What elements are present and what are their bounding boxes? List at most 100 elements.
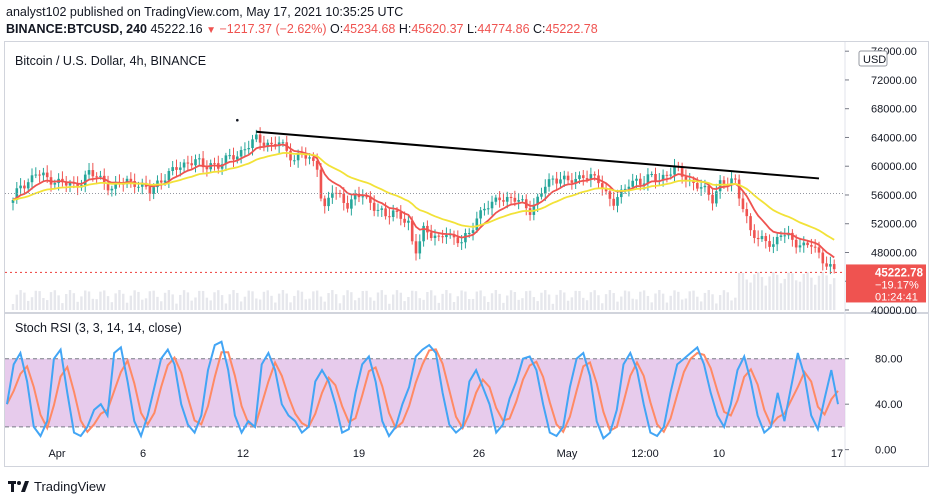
candle-body: [327, 197, 330, 207]
volume-bar: [353, 300, 357, 310]
candle-body: [619, 189, 623, 198]
candle-body: [696, 182, 699, 189]
volume-bar: [684, 298, 688, 310]
volume-bar: [631, 298, 634, 310]
candle-body: [775, 236, 779, 245]
chart-frame[interactable]: 76000.00 72000.00 68000.00 64000.00 60000.00…: [4, 41, 929, 467]
candle-body: [255, 134, 258, 140]
volume-bar: [639, 291, 642, 310]
candle-body: [194, 159, 197, 166]
volume-bar: [228, 294, 231, 310]
volume-bar: [775, 274, 779, 310]
volume-bar: [471, 298, 475, 310]
candle-body: [703, 185, 707, 188]
candle-body: [293, 160, 296, 162]
volume-bar: [692, 290, 695, 310]
volume-bar: [601, 303, 604, 310]
candle-body: [623, 188, 627, 190]
volume-bar: [832, 278, 836, 310]
candle-body: [388, 216, 391, 218]
price-tick-label: 60000.00: [871, 161, 917, 173]
volume-bar: [654, 293, 657, 310]
volume-bar: [711, 294, 714, 310]
volume-bar: [737, 272, 741, 310]
price-badge: [846, 264, 926, 303]
candle-body: [30, 175, 34, 183]
candle-body: [521, 199, 524, 201]
time-tick-label: Apr: [48, 448, 65, 460]
volume-bar: [125, 302, 129, 310]
volume-bar: [236, 292, 239, 310]
candle-body: [760, 236, 764, 240]
candle-body: [334, 192, 338, 194]
candle-body: [654, 174, 657, 182]
candle-body: [631, 180, 635, 187]
volume-bar: [813, 284, 817, 310]
volume-bar: [114, 293, 117, 310]
high-label: H:: [398, 22, 412, 36]
volume-bar: [642, 290, 646, 310]
candle-body: [228, 155, 232, 157]
candle-body: [243, 149, 247, 151]
candle-body: [38, 174, 41, 176]
volume-bar: [464, 291, 467, 310]
candle-body: [407, 220, 410, 223]
candle-body: [813, 246, 817, 248]
currency-box[interactable]: [858, 50, 888, 67]
volume-bar: [540, 292, 543, 310]
price-badge-change: −19.17%: [875, 279, 919, 291]
candle-body: [384, 208, 387, 217]
candle-body: [76, 183, 79, 188]
candle-body: [543, 186, 547, 194]
volume-bar: [122, 293, 125, 310]
ema-fast-line: [12, 143, 835, 259]
candle-body: [308, 157, 311, 159]
candle-body: [201, 158, 205, 168]
volume-bar: [315, 290, 319, 310]
volume-bar: [388, 303, 391, 310]
candle-body: [475, 218, 479, 231]
volume-bar: [99, 291, 102, 310]
volume-bar: [327, 293, 330, 310]
candle-body: [15, 188, 19, 201]
currency-label: USD: [863, 54, 886, 66]
volume-bar: [76, 301, 79, 310]
volume-bar: [547, 294, 551, 310]
candle-body: [669, 174, 673, 176]
volume-bar: [395, 290, 399, 310]
main-legend: Bitcoin / U.S. Dollar, 4h, BINANCE: [15, 54, 207, 68]
volume-bar: [27, 300, 30, 310]
volume-bar: [498, 293, 501, 310]
volume-bar: [536, 301, 539, 310]
volume-bar: [72, 293, 76, 310]
candle-body: [91, 170, 95, 177]
candle-body: [715, 191, 718, 204]
candle-body: [64, 182, 68, 186]
candle-body: [414, 241, 418, 254]
candle-body: [395, 210, 399, 212]
candle-body: [768, 241, 771, 247]
volume-bar: [433, 295, 437, 310]
volume-bar: [19, 290, 22, 310]
tradingview-logo[interactable]: TradingView: [8, 477, 106, 495]
candle-body: [642, 183, 646, 185]
candle-body: [464, 233, 467, 243]
volume-bar: [160, 301, 163, 310]
resistance-trendline[interactable]: [256, 130, 820, 180]
candle-body: [399, 211, 403, 219]
price-tick-label: 64000.00: [871, 132, 917, 144]
chart-svg[interactable]: 76000.0072000.0068000.0064000.0060000.00…: [5, 42, 928, 466]
candle-body: [589, 174, 593, 180]
candle-body: [304, 154, 308, 159]
candle-body: [699, 187, 703, 189]
candle-body: [34, 174, 38, 176]
tradingview-icon: [8, 481, 29, 492]
volume-bar: [243, 296, 247, 310]
candle-body: [270, 142, 273, 145]
candle-body: [148, 186, 152, 194]
candle-body: [741, 198, 745, 210]
candle-body: [338, 192, 342, 194]
candle-body: [562, 175, 566, 180]
candle-body: [42, 172, 45, 176]
volume-bar: [829, 284, 832, 310]
